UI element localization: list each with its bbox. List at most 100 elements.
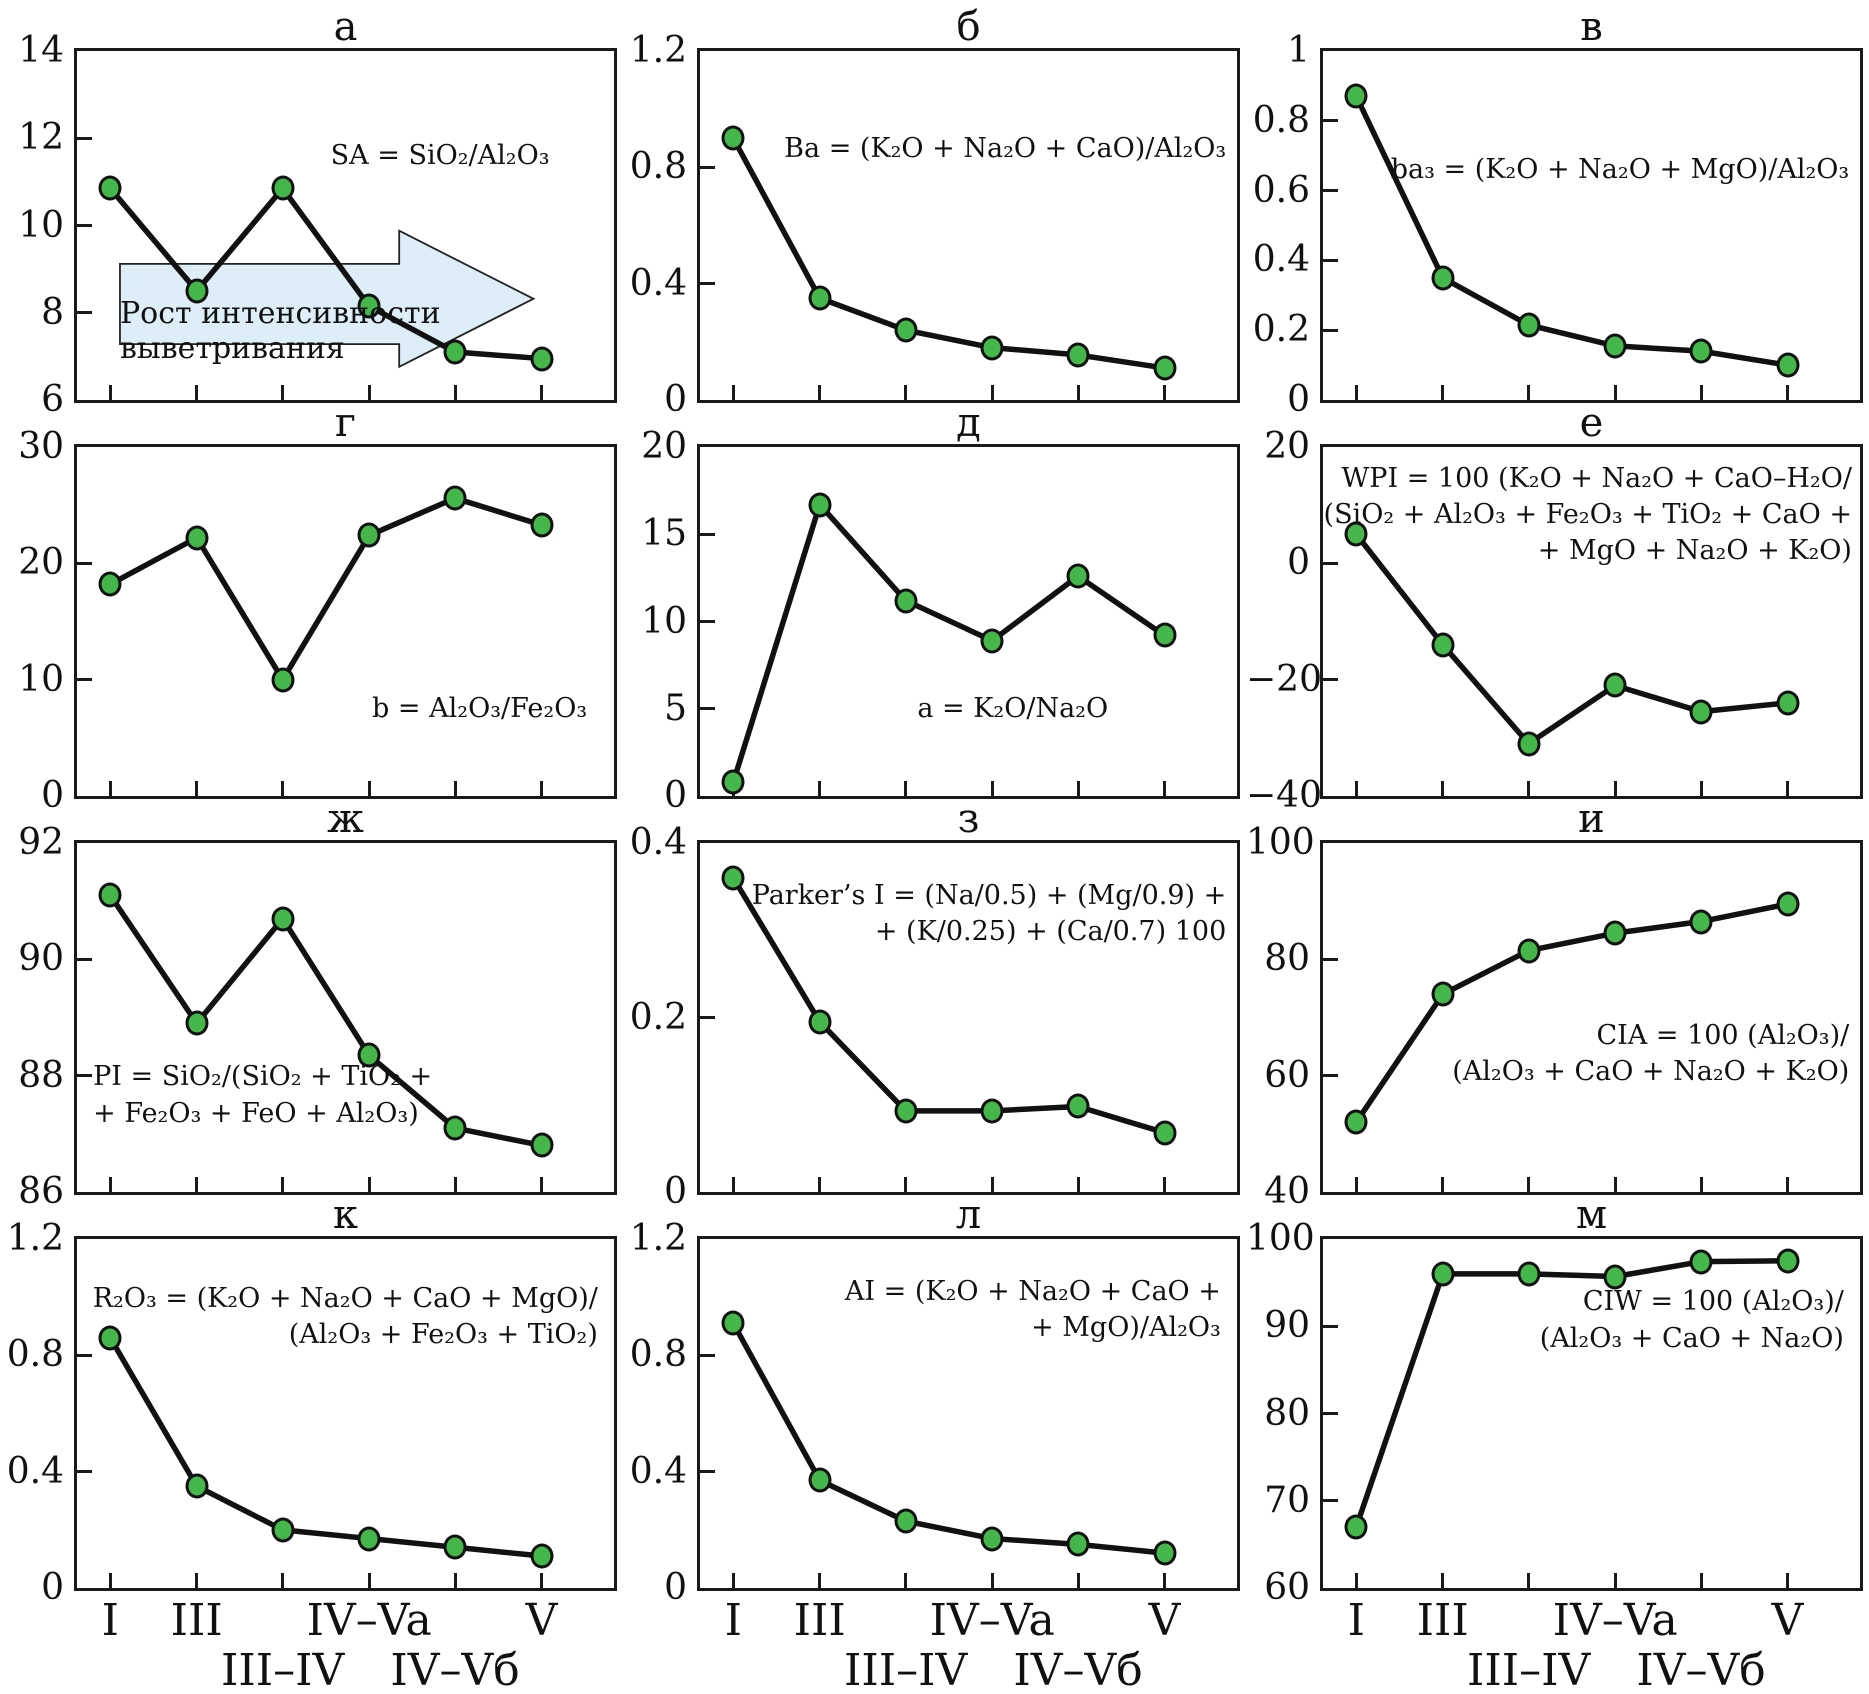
x-tick — [367, 1177, 371, 1192]
x-tick — [904, 385, 908, 400]
y-tick-label: 12 — [18, 117, 64, 159]
line-chart — [1323, 51, 1860, 400]
panel-v: в ba₃ = (K₂O + Na₂O + MgO)/Al₂O₃ 1 0.8 0.6 0.… — [1246, 4, 1869, 418]
formula-label: AI = (K₂O + Na₂O + CaO + + MgO)/Al₂O₃ — [845, 1274, 1221, 1346]
x-tick — [1163, 1177, 1166, 1192]
panel-title: м — [1575, 1192, 1608, 1238]
x-tick — [1786, 385, 1789, 400]
x-tick — [904, 1573, 908, 1588]
panel-m: м CIW = 100 (Al₂O₃)/ (Al₂O₃ + CaO + Na₂O) 1… — [1246, 1192, 1869, 1606]
y-tick — [77, 957, 92, 961]
data-point — [894, 1098, 918, 1124]
formula-label: a = K₂O/Na₂O — [917, 691, 1108, 727]
y-tick-label: 0 — [664, 1171, 687, 1212]
x-axis-label: IV–Vб — [390, 1645, 520, 1694]
y-tick — [1323, 328, 1338, 332]
data-point — [530, 1132, 553, 1158]
formula-line: b = Al₂O₃/Fe₂O₃ — [372, 693, 588, 725]
data-point — [1066, 1531, 1090, 1557]
plot-frame: AI = (K₂O + Na₂O + CaO + + MgO)/Al₂O₃ — [697, 1236, 1240, 1591]
x-tick — [1786, 1573, 1789, 1588]
line-chart — [1323, 843, 1860, 1192]
x-tick — [108, 385, 112, 400]
x-tick — [1699, 1573, 1703, 1588]
x-tick — [1163, 1573, 1166, 1588]
y-tick-label: 0.4 — [629, 822, 687, 863]
data-point — [1517, 1261, 1541, 1287]
line-chart — [700, 1239, 1237, 1588]
data-line — [110, 895, 541, 1145]
x-tick — [453, 1573, 457, 1588]
y-tick — [700, 1353, 715, 1357]
formula-line: Ba = (K₂O + Na₂O + CaO)/Al₂O₃ — [784, 133, 1227, 165]
y-tick — [77, 224, 92, 227]
x-tick — [453, 781, 457, 796]
x-tick — [540, 1573, 543, 1588]
x-tick — [1527, 1177, 1531, 1192]
x-tick — [731, 1573, 735, 1588]
data-line — [1356, 904, 1787, 1122]
plot-frame: SA = SiO₂/Al₂O₃ Рост интенсивности выветри… — [74, 48, 617, 403]
data-point — [271, 667, 295, 693]
data-point — [1603, 920, 1627, 946]
y-tick-label: 90 — [1264, 1305, 1310, 1347]
formula-line: + Fe₂O₃ + FeO + Al₂O₃) — [93, 1097, 419, 1129]
data-point — [1603, 1264, 1627, 1290]
x-tick — [1527, 385, 1531, 400]
line-chart — [700, 51, 1237, 400]
panel-g: г b = Al₂O₃/Fe₂O₃ 30 20 10 0 — [0, 403, 623, 814]
data-point — [1431, 1261, 1455, 1287]
x-tick — [1163, 385, 1166, 400]
data-point — [894, 317, 918, 343]
data-point — [98, 1325, 122, 1351]
y-tick-label: 70 — [1264, 1479, 1310, 1521]
x-axis-label: I — [724, 1595, 742, 1646]
data-point — [980, 335, 1004, 361]
data-point — [1344, 1514, 1368, 1540]
y-tick — [1323, 561, 1338, 565]
y-tick-label: 10 — [641, 600, 687, 642]
formula-label: b = Al₂O₃/Fe₂O₃ — [372, 691, 587, 727]
x-axis-label: III–IV — [1467, 1645, 1591, 1694]
x-tick — [818, 1573, 822, 1588]
x-tick — [1527, 1573, 1531, 1588]
formula-line: AI = (K₂O + Na₂O + CaO + — [844, 1275, 1221, 1307]
y-tick-label: 6 — [41, 379, 64, 420]
data-point — [1517, 938, 1541, 964]
y-tick-label: −40 — [1246, 775, 1322, 816]
x-tick — [108, 1573, 112, 1588]
plot-frame: Ba = (K₂O + Na₂O + CaO)/Al₂O₃ — [697, 48, 1240, 403]
data-point — [808, 285, 832, 311]
x-axis-label: V — [525, 1595, 558, 1646]
formula-label: CIW = 100 (Al₂O₃)/ (Al₂O₃ + CaO + Na₂O) — [1540, 1284, 1844, 1356]
x-tick — [540, 385, 543, 400]
plot-frame: ba₃ = (K₂O + Na₂O + MgO)/Al₂O₃ — [1320, 48, 1863, 403]
data-point — [894, 1508, 918, 1534]
formula-label: PI = SiO₂/(SiO₂ + TiO₂ + + Fe₂O₃ + FeO + … — [93, 1059, 432, 1131]
y-tick-label: 60 — [1264, 1054, 1310, 1096]
line-chart — [77, 1239, 614, 1588]
data-line — [733, 505, 1164, 782]
y-tick — [77, 561, 92, 565]
y-tick — [1323, 189, 1338, 193]
data-point — [271, 1517, 295, 1543]
panel-e: е WPI = 100 (K₂O + Na₂O + CaO–H₂O/ (SiO₂ +… — [1246, 403, 1869, 814]
x-tick — [453, 1177, 457, 1192]
y-tick-label: 90 — [18, 938, 64, 980]
y-tick-label: 0.6 — [1252, 169, 1310, 211]
x-tick — [1613, 385, 1617, 400]
line-chart — [700, 447, 1237, 796]
panel-title: в — [1580, 4, 1603, 50]
formula-label: SA = SiO₂/Al₂O₃ — [331, 138, 550, 174]
x-tick — [731, 1177, 735, 1192]
x-tick — [731, 385, 735, 400]
data-point — [443, 339, 467, 365]
data-point — [721, 1310, 745, 1336]
data-point — [530, 1543, 553, 1569]
y-tick — [77, 1074, 92, 1078]
x-axis-label: III — [170, 1595, 223, 1646]
x-tick — [990, 1573, 994, 1588]
y-tick-label: 8 — [41, 291, 64, 333]
plot-frame: WPI = 100 (K₂O + Na₂O + CaO–H₂O/ (SiO₂ + … — [1320, 444, 1863, 799]
y-tick-label: 0.2 — [629, 996, 687, 1038]
